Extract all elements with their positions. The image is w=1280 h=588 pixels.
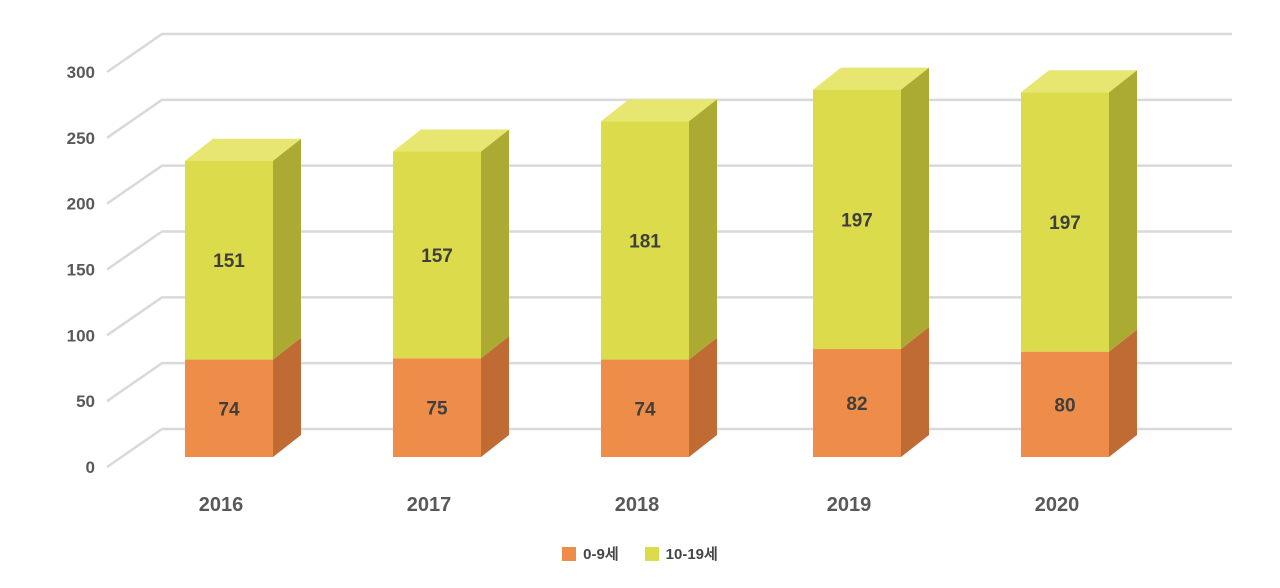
bar-segment-side <box>273 337 301 457</box>
bar-segment-top <box>1021 70 1137 93</box>
bar-segment-front <box>813 89 901 350</box>
bar-segment-top <box>813 67 929 90</box>
bar-segment-front <box>601 121 689 360</box>
bar-segment-front <box>813 349 901 457</box>
y-tick-label: 100 <box>67 326 95 345</box>
value-label: 75 <box>426 399 448 420</box>
value-label: 74 <box>218 399 240 420</box>
bar-segment-side <box>1109 329 1137 457</box>
bar-2019 <box>813 67 929 457</box>
bar-segment-side <box>481 336 509 457</box>
category-label: 2016 <box>199 494 244 516</box>
legend-swatch <box>562 546 577 561</box>
bar-segment-front <box>185 359 273 457</box>
bar-segment-front <box>393 151 481 359</box>
legend-swatch <box>644 546 659 561</box>
y-tick-label: 150 <box>67 261 95 280</box>
legend-item: 0-9세 <box>562 543 619 564</box>
bar-2018 <box>601 99 717 457</box>
y-tick-label: 300 <box>67 63 95 82</box>
bar-segment-side <box>689 99 717 360</box>
bar-2020 <box>1021 70 1137 457</box>
category-label: 2017 <box>407 494 452 516</box>
value-label: 197 <box>1049 213 1081 234</box>
chart-legend: 0-9세 10-19세 <box>0 543 1280 564</box>
legend-item: 10-19세 <box>644 543 718 564</box>
bar-segment-front <box>393 358 481 457</box>
bar-segment-side <box>901 67 929 350</box>
bar-segment-front <box>1021 351 1109 457</box>
bar-2016 <box>185 138 301 457</box>
bar-segment-side <box>273 138 301 360</box>
bar-segment-side <box>901 327 929 457</box>
bar-segment-front <box>601 359 689 457</box>
category-label: 2020 <box>1035 494 1080 516</box>
value-label: 74 <box>634 399 656 420</box>
bar-segment-side <box>481 129 509 359</box>
value-label: 181 <box>629 231 661 252</box>
category-label: 2019 <box>827 494 872 516</box>
y-tick-label: 200 <box>67 195 95 214</box>
value-label: 151 <box>213 251 245 272</box>
bar-2017 <box>393 129 509 457</box>
value-label: 197 <box>841 210 873 231</box>
bar-segment-side <box>689 337 717 457</box>
value-label: 80 <box>1054 395 1075 416</box>
legend-label: 0-9세 <box>583 546 619 563</box>
bar-segment-side <box>1109 70 1137 352</box>
value-label: 157 <box>421 246 453 267</box>
y-tick-label: 0 <box>86 458 95 477</box>
y-tick-label: 50 <box>76 392 95 411</box>
y-tick-label: 250 <box>67 129 95 148</box>
category-label: 2018 <box>615 494 660 516</box>
bar-segment-front <box>1021 92 1109 352</box>
value-label: 82 <box>846 394 867 415</box>
bar-segment-top <box>185 138 301 161</box>
bar-segment-top <box>601 99 717 122</box>
bar-segment-front <box>185 160 273 360</box>
bar-segment-top <box>393 129 509 152</box>
grid-line <box>106 32 1232 74</box>
legend-label: 10-19세 <box>665 546 718 563</box>
